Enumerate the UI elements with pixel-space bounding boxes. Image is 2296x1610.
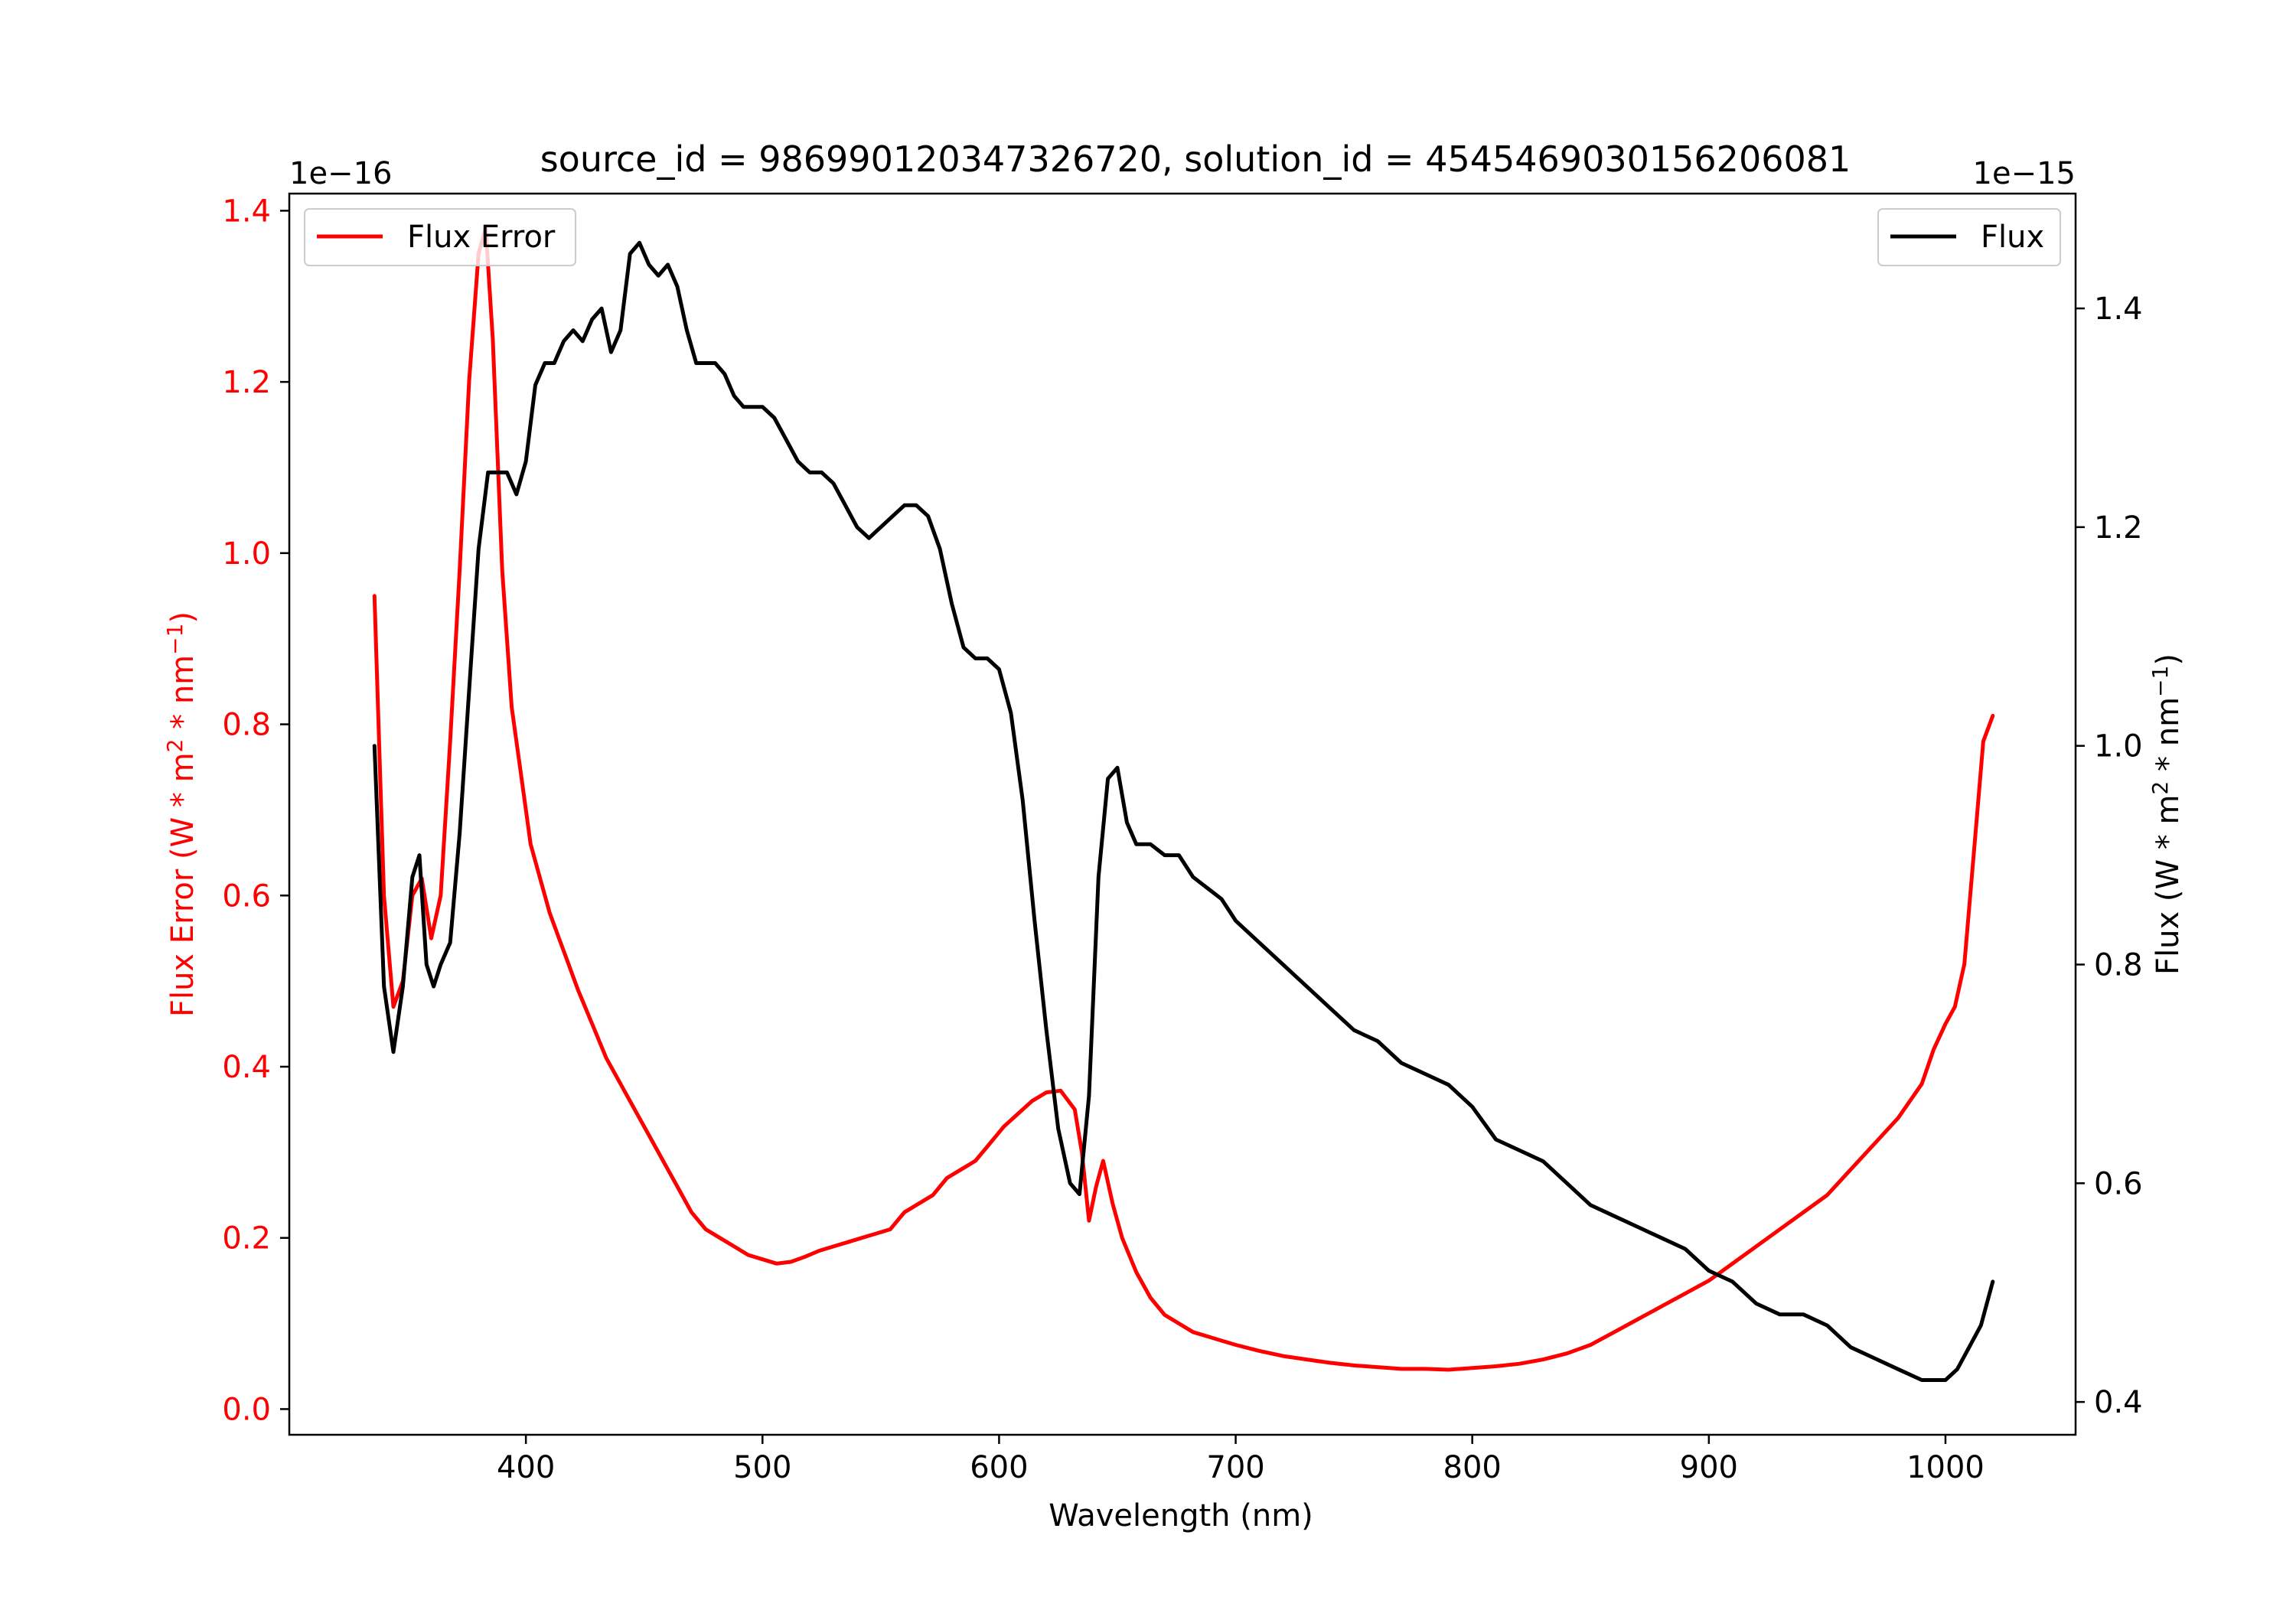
left-tick-label: 0.2: [222, 1221, 271, 1256]
right-tick-label: 1.0: [2094, 729, 2143, 764]
right-axis-label-mid: * nm: [2151, 697, 2186, 781]
left-axis-label-end: ): [165, 611, 201, 624]
left-tick-label: 0.6: [222, 878, 271, 914]
x-tick-label: 800: [1443, 1450, 1502, 1485]
left-axis-label-sup1: 2: [162, 739, 188, 753]
x-tick-label: 400: [497, 1450, 555, 1485]
left-tick-label: 1.2: [222, 365, 271, 400]
right-axis-label-sup2: −1: [2148, 666, 2173, 697]
series-layer: [372, 226, 1995, 1382]
left-axis-label-main: Flux Error (W * m: [165, 752, 201, 1017]
right-axis-offset-text: 1e−15: [1973, 156, 2076, 191]
right-axis-label: Flux (W * m2 * nm−1): [2148, 653, 2186, 975]
right-axis-label-main: Flux (W * m: [2151, 795, 2186, 975]
legend-box: [304, 208, 576, 266]
x-axis-label: Wavelength (nm): [1049, 1498, 1313, 1533]
right-tick-label: 1.4: [2094, 292, 2143, 327]
legend-label-flux-error: Flux Error: [407, 220, 556, 255]
x-tick-label: 600: [970, 1450, 1028, 1485]
legend-label-flux: Flux: [1981, 220, 2044, 255]
series-line-flux: [372, 240, 1995, 1382]
left-axis-label-mid: * nm: [165, 655, 201, 739]
series-line-flux-error: [372, 226, 1995, 1372]
right-tick-label: 0.4: [2094, 1385, 2143, 1420]
right-axis-label-sup1: 2: [2148, 781, 2173, 795]
left-axis-label: Flux Error (W * m2 * nm−1): [162, 611, 201, 1017]
x-tick-label: 1000: [1906, 1450, 1985, 1485]
x-axis: 400 500 600 700 800 900 1000: [497, 1435, 1985, 1485]
left-tick-label: 1.4: [222, 194, 271, 229]
left-tick-label: 0.8: [222, 708, 271, 743]
right-tick-label: 1.2: [2094, 510, 2143, 546]
left-axis-label-sup2: −1: [162, 624, 188, 655]
right-y-axis: 0.4 0.6 0.8 1.0 1.2 1.4: [2076, 292, 2143, 1420]
left-tick-label: 0.0: [222, 1392, 271, 1427]
left-tick-label: 0.4: [222, 1050, 271, 1085]
left-tick-label: 1.0: [222, 536, 271, 572]
left-y-axis: 0.0 0.2 0.4 0.6 0.8 1.0 1.2 1.4: [222, 194, 289, 1427]
legend-flux-error: Flux Error: [304, 208, 576, 266]
chart-title: source_id = 986990120347326720, solution…: [540, 139, 1851, 180]
x-tick-label: 700: [1206, 1450, 1264, 1485]
x-tick-label: 900: [1680, 1450, 1738, 1485]
left-axis-offset-text: 1e−16: [289, 156, 392, 191]
legend-box: [1877, 208, 2061, 266]
right-axis-label-end: ): [2151, 653, 2186, 666]
plot-frame: [288, 192, 2077, 1436]
right-tick-label: 0.6: [2094, 1166, 2143, 1201]
legend-flux: Flux: [1877, 208, 2061, 266]
right-tick-label: 0.8: [2094, 947, 2143, 983]
x-tick-label: 500: [733, 1450, 791, 1485]
